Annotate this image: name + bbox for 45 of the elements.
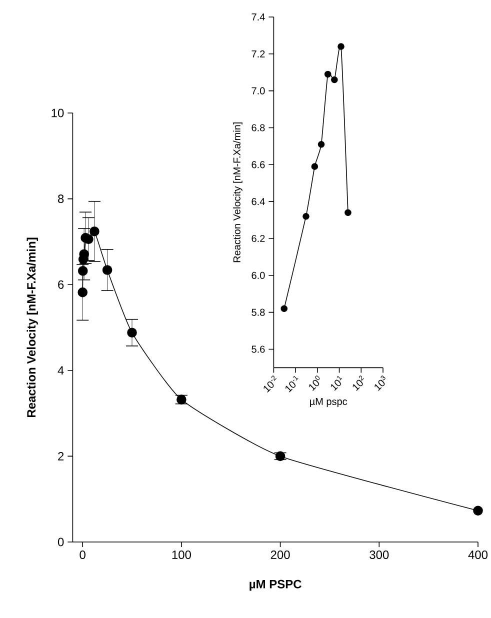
x-axis-title: µM pspc (310, 398, 348, 407)
y-tick-label: 2 (58, 452, 64, 460)
point (78, 287, 88, 298)
y-tick-label: 6.2 (252, 234, 265, 242)
x-tick-label: 200 (270, 550, 290, 560)
y-axis-title: Reaction Velocity [nM-F.Xa/min] (26, 238, 38, 418)
x-tick-label: 10$^{1}$ (330, 376, 342, 391)
y-tick-label: 6.6 (252, 161, 265, 168)
y-tick-label: 7.4 (252, 14, 265, 20)
point (331, 76, 338, 84)
x-tick-label: 10$^{3}$ (374, 376, 386, 391)
x-tick-label: 0 (80, 550, 86, 560)
y-tick-label: 0 (58, 538, 64, 546)
x-tick-label: 100 (172, 550, 191, 560)
y-tick-label: 6 (58, 280, 64, 289)
point (338, 43, 344, 50)
point (311, 163, 318, 170)
x-tick-label: 10$^{-1}$ (286, 376, 298, 392)
x-tick-label: 10$^{0}$ (309, 376, 320, 391)
y-axis-title: Reaction Velocity [nM-F.Xa/min] (233, 122, 242, 262)
point (302, 212, 310, 220)
point (78, 266, 88, 276)
y-tick-label: 10 (52, 108, 64, 118)
y-tick-label: 7.0 (252, 87, 265, 94)
x-tick-label: 400 (468, 550, 488, 560)
x-tick-label: 10$^{-2}$ (264, 376, 277, 392)
point (324, 70, 332, 78)
point (318, 140, 325, 148)
y-tick-label: 5.6 (252, 346, 265, 353)
x-tick-label: 300 (370, 550, 389, 560)
point (127, 328, 137, 338)
point (102, 265, 112, 275)
y-tick-label: 5.8 (252, 308, 265, 316)
point (90, 226, 100, 236)
y-tick-label: 8 (58, 194, 64, 204)
x-tick-label: 10$^{2}$ (352, 376, 364, 391)
point (344, 209, 352, 216)
y-tick-label: 6.0 (252, 272, 265, 279)
y-tick-label: 4 (58, 366, 64, 375)
point (84, 234, 94, 244)
y-tick-label: 7.2 (252, 50, 265, 58)
y-tick-label: 6.4 (252, 198, 265, 206)
x-axis-title: µM PSPC (250, 580, 302, 591)
point (473, 506, 483, 516)
y-tick-label: 6.8 (252, 124, 265, 132)
